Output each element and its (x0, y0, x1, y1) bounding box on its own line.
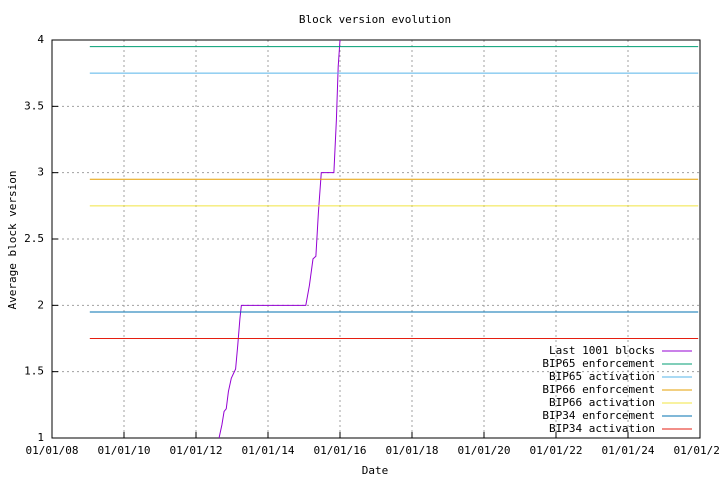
x-tick-label: 01/01/16 (314, 444, 367, 457)
y-tick-label: 2.5 (24, 232, 44, 245)
plot-frame (51, 39, 701, 439)
x-tick-label: 01/01/24 (602, 444, 655, 457)
y-tick-label: 4 (37, 33, 44, 46)
x-tick-label: 01/01/12 (170, 444, 223, 457)
y-tick-label: 2 (37, 298, 44, 311)
x-tick-label: 01/01/08 (26, 444, 79, 457)
x-tick-label: 01/01/26 (674, 444, 720, 457)
x-tick-label: 01/01/18 (386, 444, 439, 457)
y-axis-label: Average block version (6, 170, 19, 309)
y-tick-label: 3 (37, 166, 44, 179)
legend-label: BIP65 activation (549, 370, 655, 383)
legend-label: BIP34 enforcement (542, 409, 655, 422)
legend-label: BIP65 enforcement (542, 357, 655, 370)
x-axis-label: Date (362, 464, 389, 477)
chart-title: Block version evolution (299, 13, 451, 26)
legend-label: BIP34 activation (549, 422, 655, 435)
legend-label: Last 1001 blocks (549, 344, 655, 357)
y-tick-label: 1 (37, 431, 44, 444)
x-tick-label: 01/01/14 (242, 444, 295, 457)
x-tick-label: 01/01/20 (458, 444, 511, 457)
legend-label: BIP66 activation (549, 396, 655, 409)
y-tick-label: 1.5 (24, 365, 44, 378)
y-tick-label: 3.5 (24, 99, 44, 112)
series-line (218, 39, 341, 439)
x-tick-label: 01/01/22 (530, 444, 583, 457)
legend-label: BIP66 enforcement (542, 383, 655, 396)
x-tick-label: 01/01/10 (98, 444, 151, 457)
